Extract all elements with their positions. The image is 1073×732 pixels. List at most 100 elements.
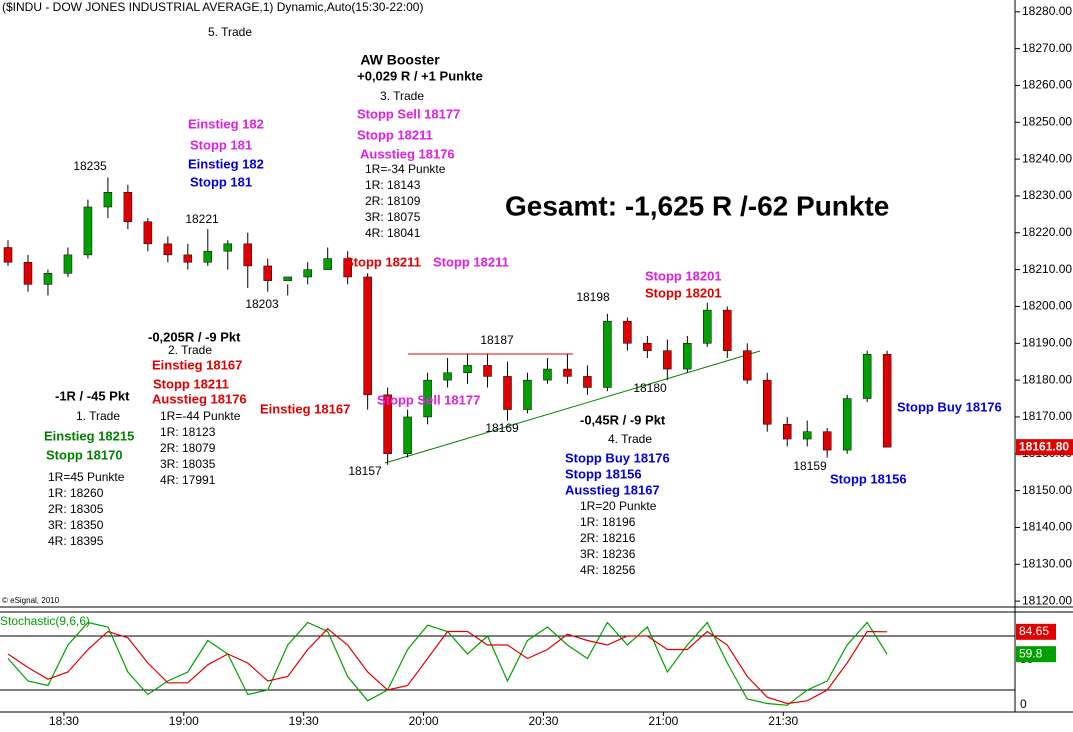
y-tick-label: 18190.00 bbox=[1022, 335, 1072, 349]
candle-body bbox=[103, 192, 113, 208]
annotation: Stopp 18201 bbox=[645, 285, 722, 300]
candle-body bbox=[463, 365, 472, 373]
annotation: 2R: 18305 bbox=[48, 502, 104, 516]
candle-body bbox=[323, 258, 332, 270]
candle-body bbox=[223, 243, 233, 252]
annotation: Einstieg 182 bbox=[188, 116, 264, 131]
candle-body bbox=[782, 424, 792, 440]
x-tick-label: 18:30 bbox=[49, 714, 79, 728]
y-tick-label: 18170.00 bbox=[1022, 409, 1072, 423]
annotation: Stopp 18156 bbox=[565, 466, 642, 481]
y-tick-label: 18120.00 bbox=[1022, 593, 1072, 607]
x-tick-label: 20:00 bbox=[409, 714, 439, 728]
candle-body bbox=[802, 431, 812, 440]
y-tick-label: 18260.00 bbox=[1022, 78, 1072, 92]
candle-body bbox=[303, 269, 312, 278]
annotation: 18235 bbox=[73, 159, 107, 173]
annotation: 1R=20 Punkte bbox=[580, 499, 657, 513]
y-tick-label: 18210.00 bbox=[1022, 262, 1072, 276]
candle-body bbox=[203, 250, 213, 263]
annotation: 3R: 18350 bbox=[48, 518, 104, 532]
candle-body bbox=[563, 368, 572, 377]
annotation: 1R: 18260 bbox=[48, 486, 104, 500]
y-tick-label: 18240.00 bbox=[1022, 151, 1072, 165]
candle-body bbox=[603, 320, 612, 388]
trend-line bbox=[384, 350, 761, 464]
y-tick-label: 18200.00 bbox=[1022, 299, 1072, 313]
annotation: Ausstieg 18176 bbox=[360, 146, 455, 161]
annotation: Einstieg 18167 bbox=[152, 357, 242, 372]
candle-body bbox=[383, 394, 392, 455]
annotation: 1. Trade bbox=[76, 409, 120, 423]
candle-body bbox=[503, 376, 512, 410]
annotation: 2R: 18109 bbox=[365, 194, 421, 208]
annotation: -0,205R / -9 Pkt bbox=[148, 329, 241, 344]
annotation: Stopp 181 bbox=[190, 137, 252, 152]
annotation: Gesamt: -1,625 R /-62 Punkte bbox=[505, 190, 889, 221]
annotation: -1R / -45 Pkt bbox=[55, 388, 130, 403]
candle-body bbox=[443, 372, 452, 381]
candle-body bbox=[3, 247, 13, 263]
annotation: Einstieg 18215 bbox=[44, 428, 134, 443]
annotation: Einstieg 182 bbox=[188, 156, 264, 171]
candle-body bbox=[43, 273, 53, 285]
annotation: 18169 bbox=[485, 421, 519, 435]
annotation: 18157 bbox=[348, 464, 382, 478]
candle-body bbox=[762, 379, 772, 425]
candle-body bbox=[423, 379, 432, 418]
x-tick-label: 20:30 bbox=[528, 714, 558, 728]
last-value-label: 84.65 bbox=[1019, 624, 1049, 638]
annotation: 3R: 18236 bbox=[580, 547, 636, 561]
annotation: Stopp Buy 18176 bbox=[897, 399, 1002, 414]
candle-body bbox=[703, 309, 712, 344]
last-value-box bbox=[1016, 646, 1056, 663]
annotation: 3R: 18035 bbox=[160, 457, 216, 471]
y-tick-label: 18280.00 bbox=[1022, 4, 1072, 18]
candle-body bbox=[842, 398, 852, 451]
candle-body bbox=[63, 254, 73, 274]
candle-body bbox=[343, 258, 352, 278]
annotation: Ausstieg 18167 bbox=[565, 482, 660, 497]
candle-body bbox=[743, 350, 752, 381]
x-tick-label: 21:00 bbox=[648, 714, 678, 728]
candle-body bbox=[523, 379, 532, 410]
candle-body bbox=[363, 276, 372, 396]
y-tick-label: 18270.00 bbox=[1022, 41, 1072, 55]
annotation: Ausstieg 18176 bbox=[152, 391, 247, 406]
annotation: Stopp 18211 bbox=[357, 127, 433, 142]
candle-body bbox=[183, 254, 193, 263]
annotation: 18180 bbox=[633, 381, 667, 395]
x-tick-label: 21:30 bbox=[768, 714, 798, 728]
annotation: 1R: 18123 bbox=[160, 425, 216, 439]
candle-body bbox=[683, 343, 692, 370]
annotation: 18203 bbox=[245, 297, 279, 311]
last-value-label: 59.8 bbox=[1019, 646, 1043, 660]
y-tick-label: 18130.00 bbox=[1022, 556, 1072, 570]
annotation: 2R: 18079 bbox=[160, 441, 216, 455]
annotation: 4. Trade bbox=[608, 432, 652, 446]
stoch-line bbox=[7, 627, 888, 705]
annotation: AW Booster bbox=[360, 52, 440, 68]
annotation: Stopp 18211 bbox=[345, 254, 421, 269]
annotation: -0,45R / -9 Pkt bbox=[580, 412, 666, 427]
candle-body bbox=[483, 365, 492, 377]
annotation: 1R: 18196 bbox=[580, 515, 636, 529]
candle-body bbox=[543, 368, 552, 381]
annotation: 1R=-44 Punkte bbox=[160, 409, 241, 423]
annotation: Stopp Sell 18177 bbox=[357, 106, 460, 121]
annotation: 1R: 18143 bbox=[365, 178, 421, 192]
annotation: 2. Trade bbox=[168, 343, 212, 357]
y-tick-label: 18220.00 bbox=[1022, 225, 1072, 239]
candle-body bbox=[163, 243, 173, 256]
candle-body bbox=[882, 354, 892, 448]
candle-body bbox=[822, 431, 832, 451]
annotation: Stopp 181 bbox=[190, 174, 252, 189]
candle-body bbox=[83, 206, 93, 256]
annotation: Stopp Buy 18176 bbox=[565, 450, 670, 465]
last-value-box bbox=[1016, 623, 1056, 640]
candle-body bbox=[862, 354, 872, 399]
y-tick-label: 18180.00 bbox=[1022, 372, 1072, 386]
annotation: Stopp 18201 bbox=[645, 268, 722, 283]
